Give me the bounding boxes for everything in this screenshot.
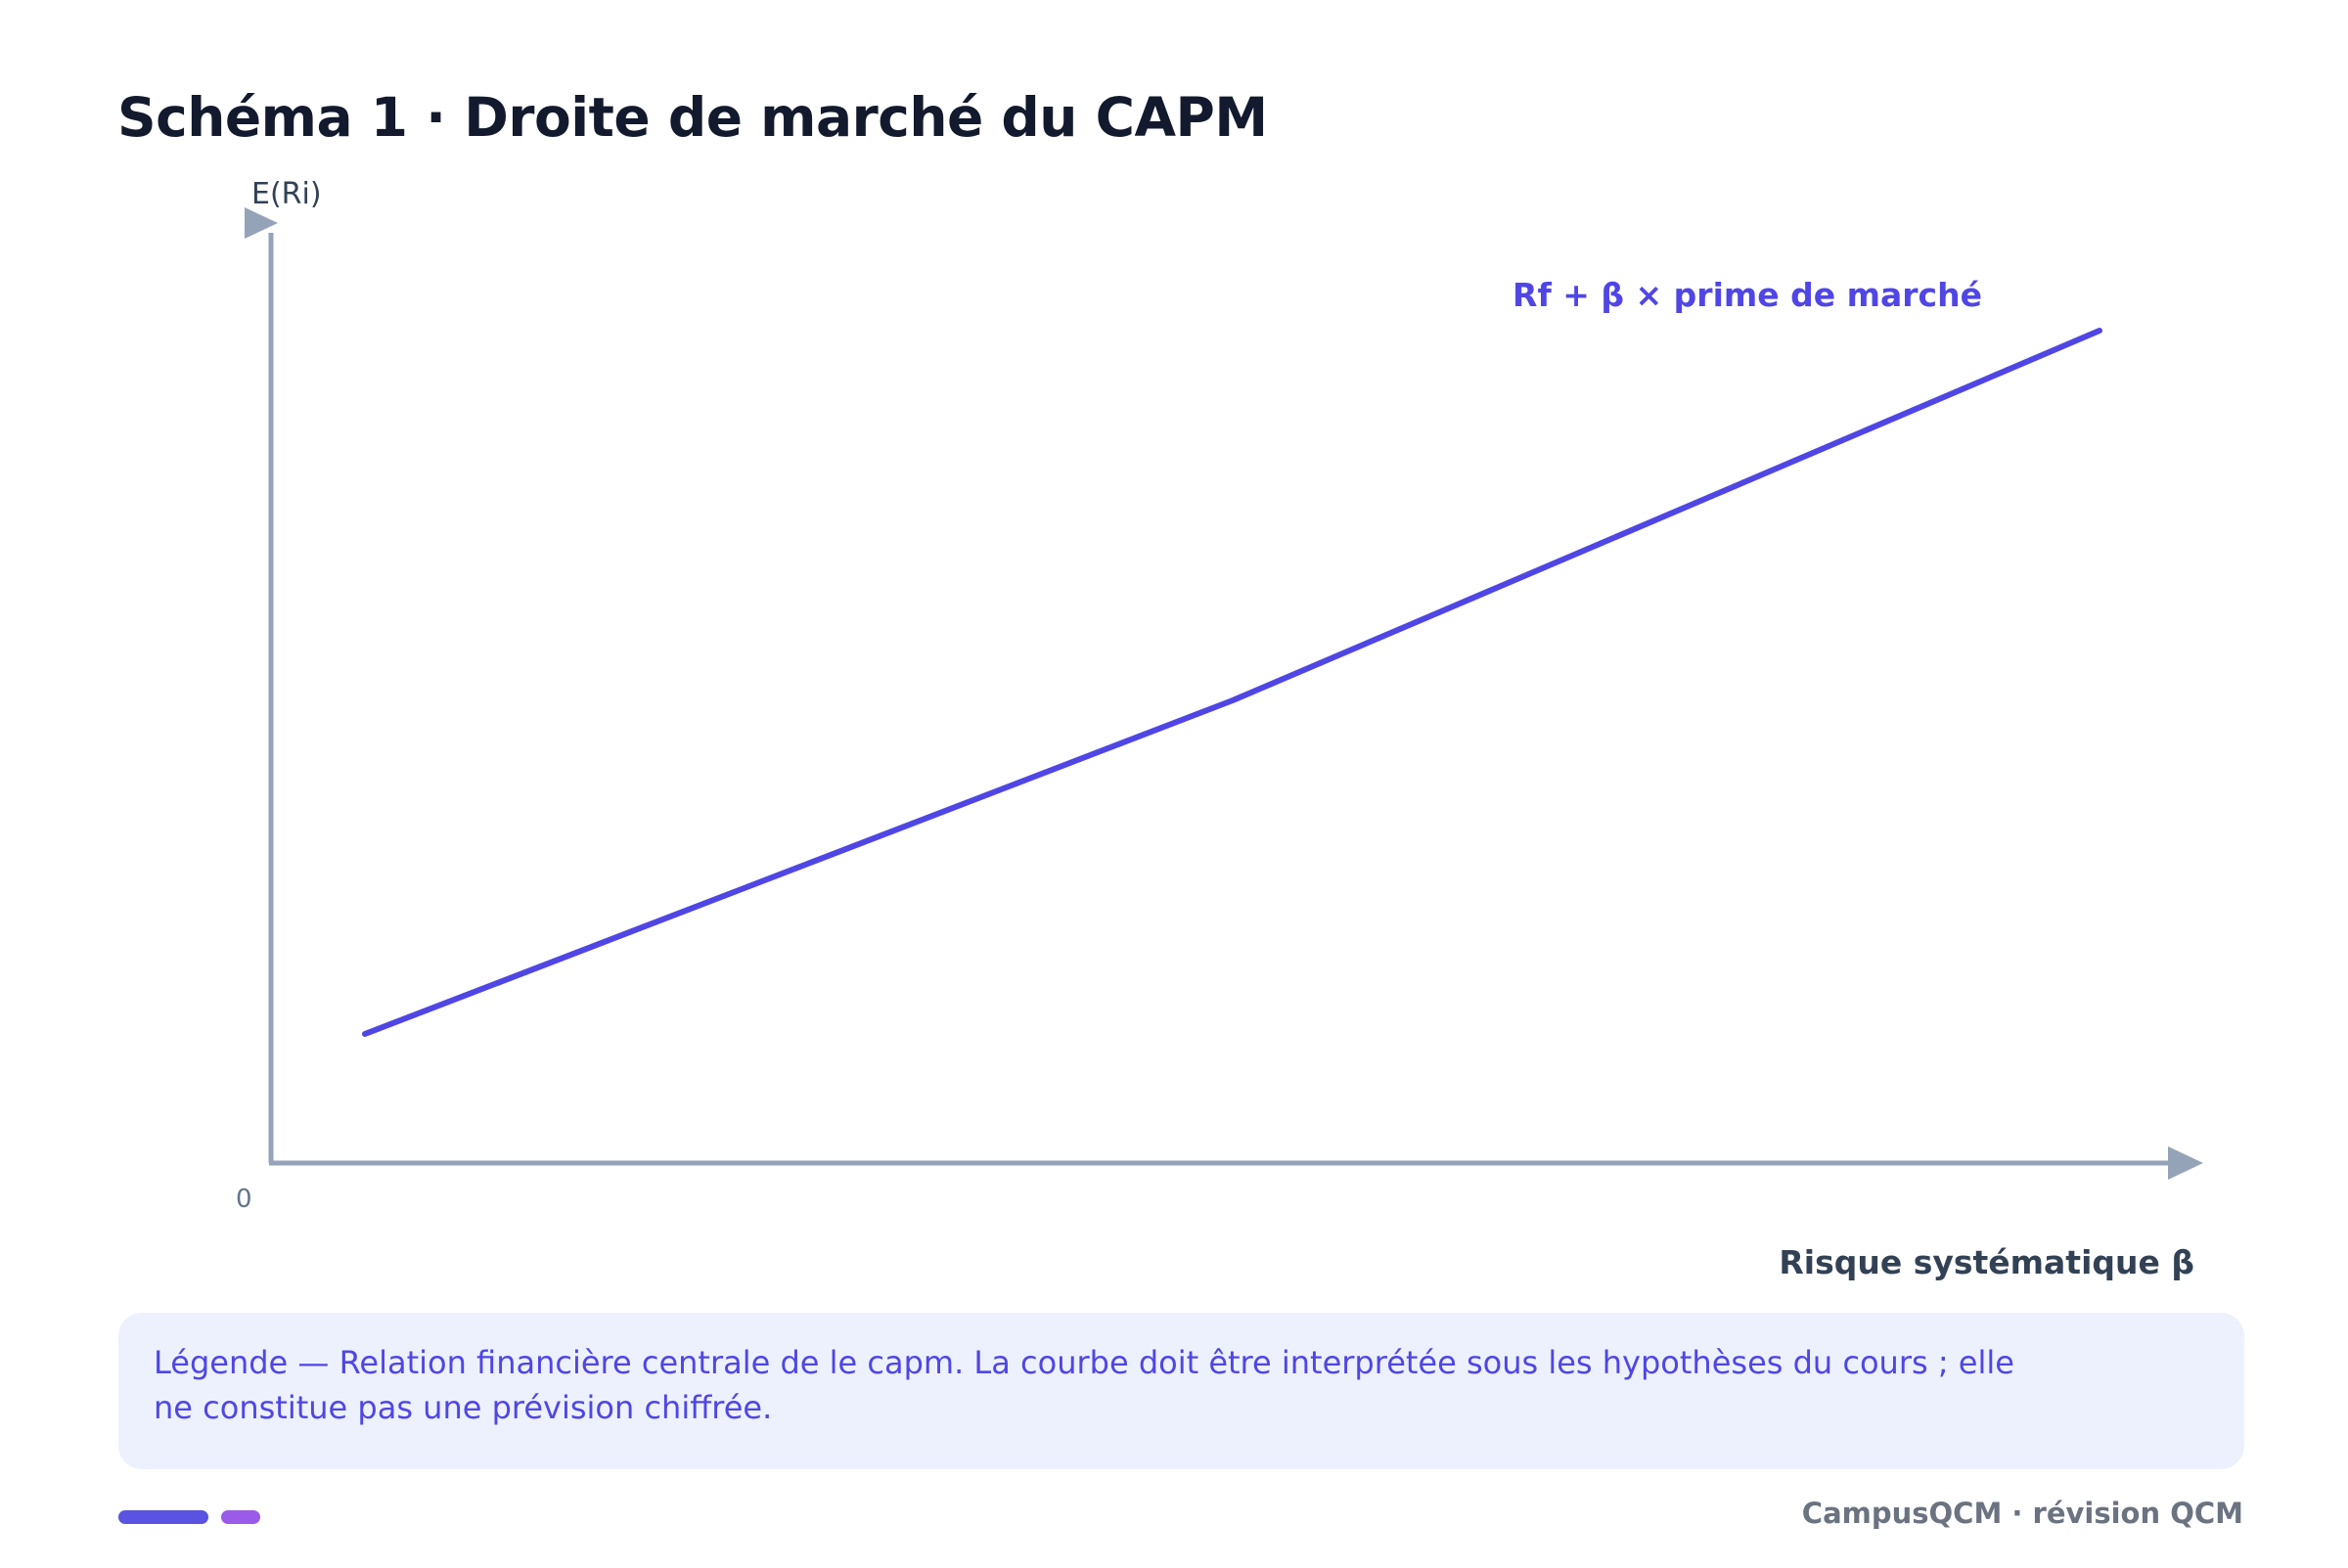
y-axis-arrow-icon bbox=[245, 207, 278, 239]
legend-box: Légende — Relation financière centrale d… bbox=[118, 1313, 2244, 1469]
x-axis-arrow-icon bbox=[2168, 1146, 2203, 1180]
origin-label: 0 bbox=[236, 1185, 252, 1214]
legend-text: Légende — Relation financière centrale d… bbox=[154, 1344, 2014, 1426]
line-label: Rf + β × prime de marché bbox=[1513, 276, 1982, 314]
footer-brand: CampusQCM · révision QCM bbox=[1801, 1497, 2243, 1530]
accent-bar-secondary bbox=[221, 1510, 260, 1524]
security-market-line bbox=[362, 328, 2102, 1037]
x-axis-label: Risque systématique β bbox=[1779, 1243, 2194, 1281]
accent-bar-primary bbox=[118, 1510, 208, 1524]
y-axis-label: E(Ri) bbox=[251, 177, 322, 211]
page-title: Schéma 1 · Droite de marché du CAPM bbox=[117, 86, 1268, 149]
